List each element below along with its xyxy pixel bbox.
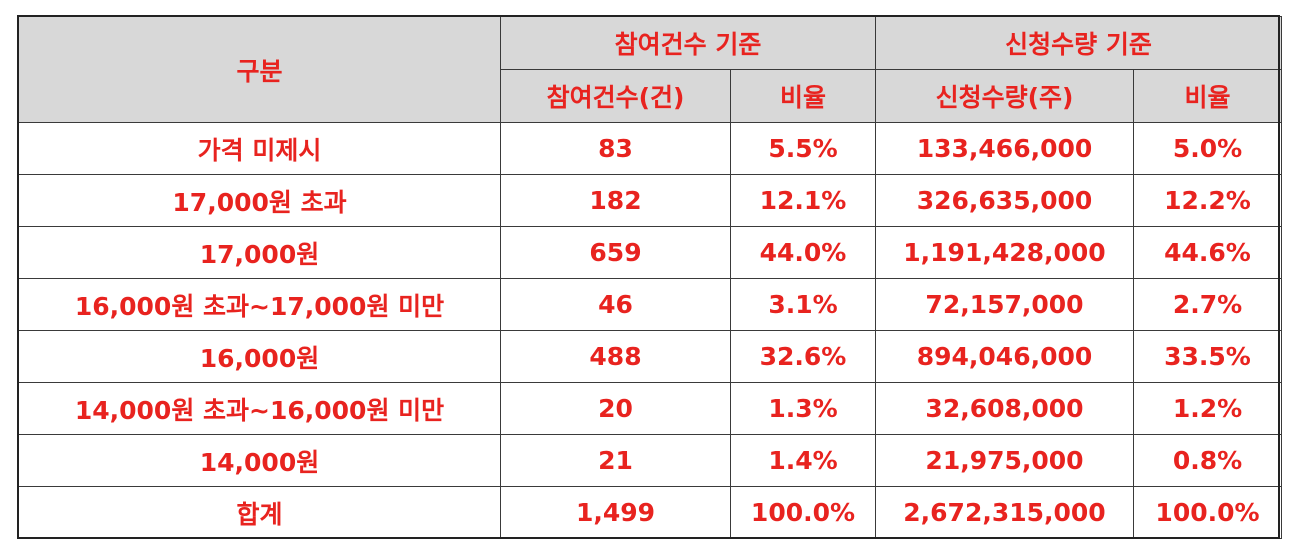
row-quantity-ratio: 44.6% [1133,226,1282,279]
row-quantity: 1,191,428,000 [875,226,1134,279]
row-quantity: 32,608,000 [875,382,1134,435]
row-count: 83 [500,122,731,175]
table-row: 16,000원 488 32.6% 894,046,000 33.5% [18,330,1282,383]
row-quantity-ratio: 1.2% [1133,382,1282,435]
row-count: 659 [500,226,731,279]
row-quantity: 326,635,000 [875,174,1134,227]
row-quantity: 72,157,000 [875,278,1134,331]
row-count: 488 [500,330,731,383]
row-quantity: 133,466,000 [875,122,1134,175]
header-group-participation: 참여건수 기준 [500,16,876,70]
row-count: 182 [500,174,731,227]
row-label: 17,000원 [18,226,501,279]
demand-forecast-table: 구분 참여건수 기준 신청수량 기준 참여건수(건) 비율 신청수량(주) 비율… [18,16,1282,539]
table-header: 구분 참여건수 기준 신청수량 기준 참여건수(건) 비율 신청수량(주) 비율 [18,16,1282,123]
row-quantity: 21,975,000 [875,434,1134,487]
header-row-2: 참여건수(건) 비율 신청수량(주) 비율 [19,69,1282,123]
row-quantity-ratio: 5.0% [1133,122,1282,175]
row-quantity: 894,046,000 [875,330,1134,383]
row-quantity-ratio: 0.8% [1133,434,1282,487]
row-count: 20 [500,382,731,435]
header-quantity: 신청수량(주) [875,69,1134,123]
table-row: 14,000원 21 1.4% 21,975,000 0.8% [18,434,1282,487]
table-row: 14,000원 초과~16,000원 미만 20 1.3% 32,608,000… [18,382,1282,435]
row-label: 합계 [18,486,501,539]
table-row: 17,000원 659 44.0% 1,191,428,000 44.6% [18,226,1282,279]
row-label: 16,000원 초과~17,000원 미만 [18,278,501,331]
header-row-1: 구분 참여건수 기준 신청수량 기준 [18,16,1282,123]
row-label: 14,000원 [18,434,501,487]
row-quantity-ratio: 12.2% [1133,174,1282,227]
table-row: 가격 미제시 83 5.5% 133,466,000 5.0% [18,122,1282,175]
header-category: 구분 [18,16,501,123]
row-count-ratio: 12.1% [730,174,876,227]
header-participation-count: 참여건수(건) [500,69,731,123]
row-quantity-ratio: 100.0% [1133,486,1282,539]
row-count-ratio: 5.5% [730,122,876,175]
row-count-ratio: 3.1% [730,278,876,331]
row-count-ratio: 32.6% [730,330,876,383]
row-label: 17,000원 초과 [18,174,501,227]
row-label: 가격 미제시 [18,122,501,175]
row-count: 21 [500,434,731,487]
row-count-ratio: 44.0% [730,226,876,279]
table-row: 17,000원 초과 182 12.1% 326,635,000 12.2% [18,174,1282,227]
row-quantity-ratio: 2.7% [1133,278,1282,331]
row-count-ratio: 100.0% [730,486,876,539]
row-label: 14,000원 초과~16,000원 미만 [18,382,501,435]
header-quantity-ratio: 비율 [1133,69,1282,123]
row-count: 1,499 [500,486,731,539]
table-row-total: 합계 1,499 100.0% 2,672,315,000 100.0% [18,486,1282,539]
row-count-ratio: 1.4% [730,434,876,487]
header-group-quantity: 신청수량 기준 [875,16,1282,70]
table-body: 가격 미제시 83 5.5% 133,466,000 5.0% 17,000원 … [18,122,1282,539]
row-count-ratio: 1.3% [730,382,876,435]
header-participation-ratio: 비율 [730,69,876,123]
row-quantity-ratio: 33.5% [1133,330,1282,383]
row-count: 46 [500,278,731,331]
row-quantity: 2,672,315,000 [875,486,1134,539]
table-row: 16,000원 초과~17,000원 미만 46 3.1% 72,157,000… [18,278,1282,331]
row-label: 16,000원 [18,330,501,383]
